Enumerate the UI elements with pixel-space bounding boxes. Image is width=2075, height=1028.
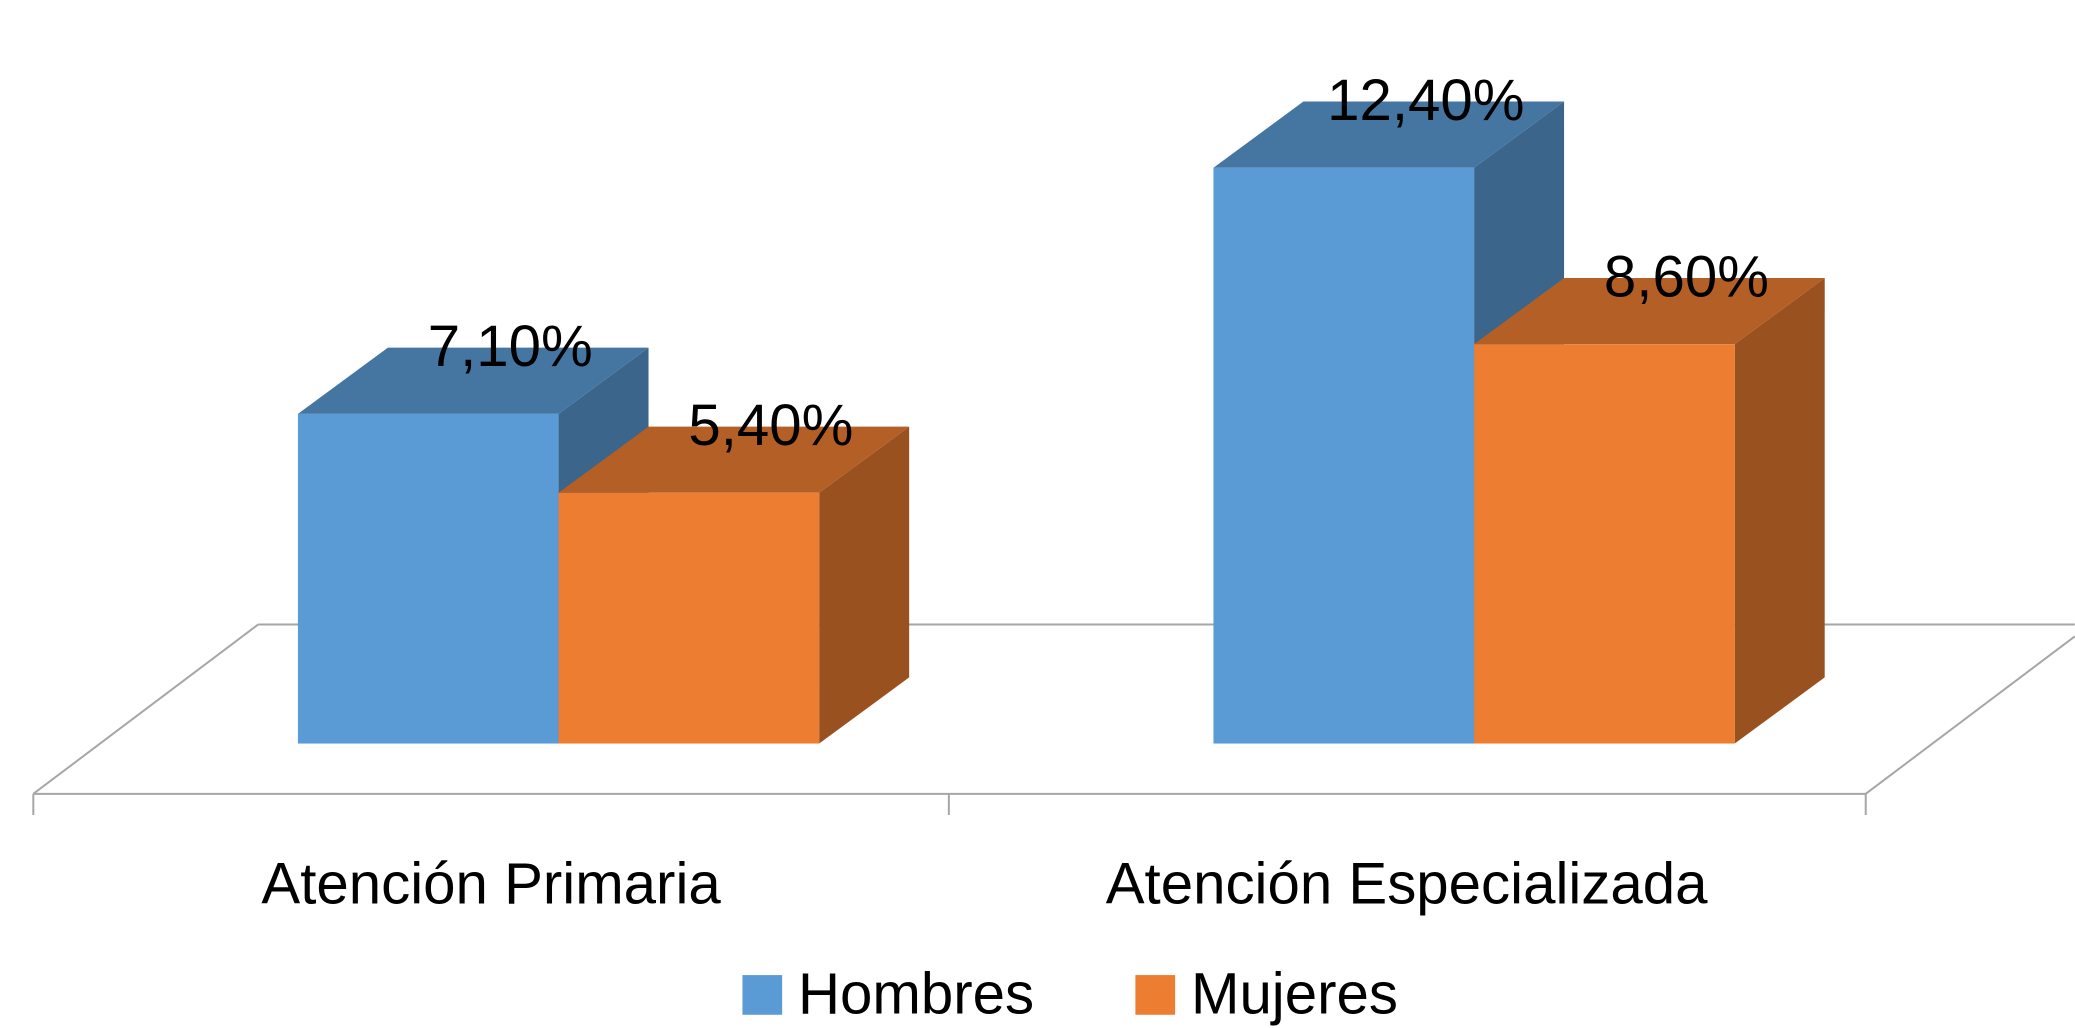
data-label: 12,40% [1327,68,1524,133]
legend-label: Mujeres [1191,961,1398,1026]
legend-swatch [1135,975,1176,1015]
x-tick-label: Atención Especializada [1106,852,1708,917]
bar-front [1474,344,1735,744]
data-label: 7,10% [428,314,593,379]
data-label: 5,40% [688,393,853,458]
bar [1474,278,1825,744]
bar-side [819,426,910,744]
bar-front [1213,167,1475,744]
floor-left-edge [32,623,259,795]
bar-front [297,413,559,744]
bar-top [558,426,910,493]
bar-side [1734,278,1825,744]
bar-top [1474,278,1825,345]
x-tick-label: Atención Primaria [261,852,721,917]
bar-top [297,347,649,414]
bar [558,426,910,744]
floor-right-edge [1865,635,2075,795]
bar-front [558,492,820,744]
bar-top [1213,101,1565,168]
legend-swatch [742,975,783,1015]
data-label: 8,60% [1604,245,1769,310]
legend-label: Hombres [798,961,1034,1026]
